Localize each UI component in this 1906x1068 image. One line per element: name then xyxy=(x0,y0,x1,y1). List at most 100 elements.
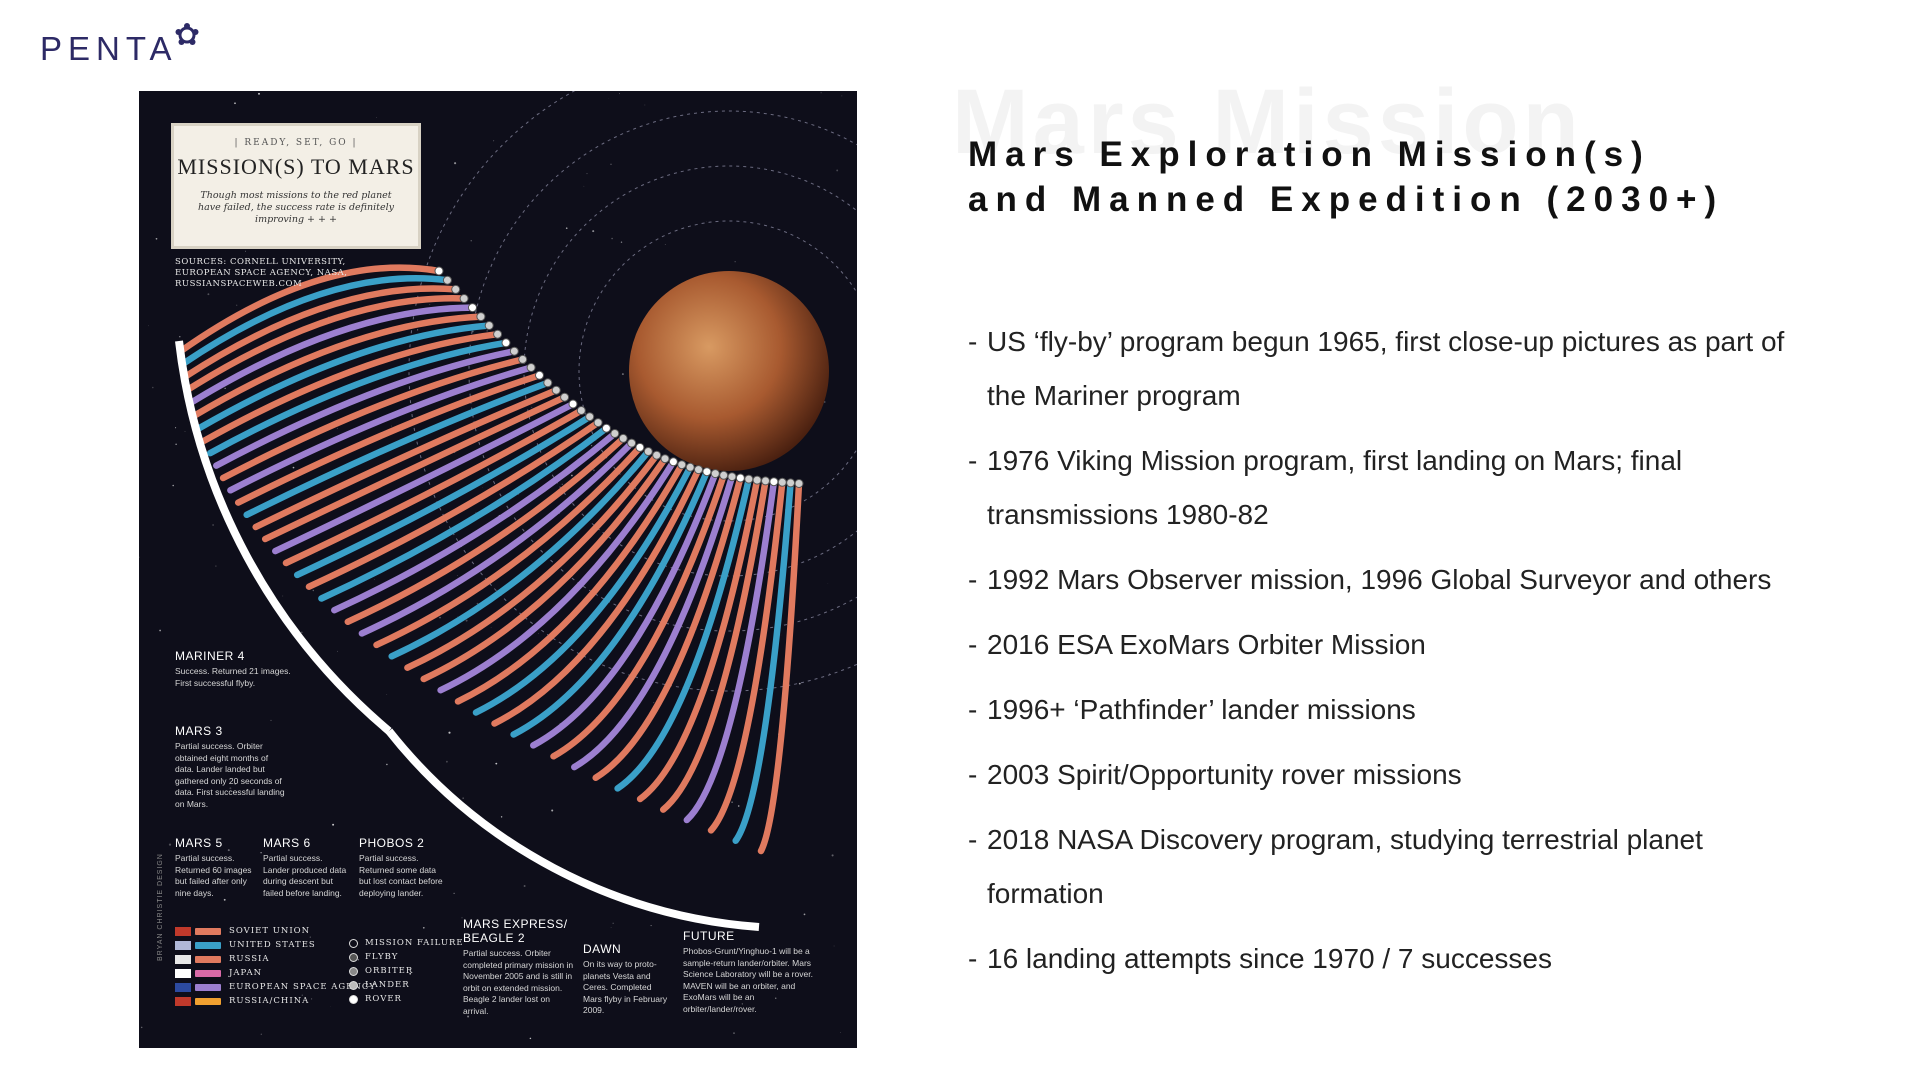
mission-end-dot xyxy=(526,363,536,372)
star xyxy=(234,783,236,785)
star xyxy=(219,404,221,406)
star xyxy=(803,913,806,916)
slide-title-line-1: Mars Exploration Mission(s) xyxy=(968,135,1651,174)
list-item: -2016 ESA ExoMars Orbiter Mission xyxy=(968,629,1426,660)
star xyxy=(500,816,503,818)
star xyxy=(733,1032,735,1034)
note-mars-5: MARS 5 Partial success. Returned 60 imag… xyxy=(175,836,252,898)
mission-end-dot xyxy=(761,476,770,486)
mission-end-dot xyxy=(568,399,578,409)
note-phobos-2: PHOBOS 2 Partial success. Returned some … xyxy=(359,836,443,898)
star xyxy=(490,627,492,628)
star xyxy=(529,1037,532,1040)
star xyxy=(301,994,303,996)
star xyxy=(551,809,554,812)
note-dawn: DAWN On its way to proto-planets Vesta a… xyxy=(583,942,668,1015)
penta-logo: PENTA xyxy=(40,22,200,65)
mission-track xyxy=(530,470,719,749)
star xyxy=(470,240,472,242)
star xyxy=(227,849,230,852)
star xyxy=(467,1015,470,1018)
mission-track xyxy=(550,472,727,760)
star xyxy=(731,801,733,803)
mission-track xyxy=(358,439,635,637)
title-kicker: | READY, SET, GO | xyxy=(234,138,358,148)
star xyxy=(312,589,315,592)
star xyxy=(362,872,364,874)
mission-track xyxy=(318,424,610,602)
star xyxy=(619,93,620,95)
star xyxy=(453,892,455,895)
mission-end-dot xyxy=(551,385,561,395)
star xyxy=(621,373,624,376)
mission-track xyxy=(659,477,769,813)
mission-track xyxy=(437,458,677,694)
mission-end-dot xyxy=(694,465,703,475)
star xyxy=(148,325,150,327)
star xyxy=(565,227,568,230)
star xyxy=(456,575,458,576)
legend-item: SOVIET UNION xyxy=(175,924,376,938)
star xyxy=(309,936,311,938)
star xyxy=(446,760,448,763)
mission-track xyxy=(213,347,518,469)
star xyxy=(523,885,526,887)
mission-end-dot xyxy=(635,442,645,452)
star xyxy=(224,387,226,389)
mars-missions-infographic: | READY, SET, GO | MISSION(S) TO MARS Th… xyxy=(139,91,857,1048)
mission-track xyxy=(177,264,443,355)
mission-end-dot xyxy=(560,392,570,402)
mission-end-dot xyxy=(794,479,804,488)
star xyxy=(780,634,782,636)
mission-end-dot xyxy=(685,462,695,472)
mission-track xyxy=(331,430,619,614)
star xyxy=(840,1031,841,1033)
mission-track xyxy=(510,468,711,738)
star xyxy=(234,102,236,105)
mission-end-dot xyxy=(484,321,494,330)
mission-end-dot xyxy=(451,284,461,294)
mission-track xyxy=(388,448,652,660)
slide-title-line-2: and Manned Expedition (2030+) xyxy=(968,180,1725,219)
star xyxy=(531,406,533,408)
star xyxy=(386,763,388,766)
mission-end-dot xyxy=(585,412,595,422)
note-mars-3: MARS 3 Partial success. Orbiter obtained… xyxy=(175,724,285,809)
list-item: -1992 Mars Observer mission, 1996 Global… xyxy=(968,564,1772,595)
star xyxy=(734,261,736,263)
mission-track xyxy=(454,461,686,705)
note-future: FUTURE Phobos-Grunt/Yinghuo-1 will be a … xyxy=(683,929,813,1014)
mission-track xyxy=(272,400,577,555)
star xyxy=(159,629,161,632)
star xyxy=(172,484,175,487)
mission-end-dot xyxy=(677,460,687,470)
star xyxy=(653,702,655,704)
legend-item: RUSSIA xyxy=(175,952,376,966)
star xyxy=(301,631,303,634)
legend-type-item: ORBITER xyxy=(349,964,464,978)
star xyxy=(824,401,826,403)
star xyxy=(376,117,377,118)
mission-track xyxy=(757,480,803,855)
star xyxy=(332,823,335,826)
star xyxy=(741,1003,743,1005)
mission-arcs-graphic xyxy=(139,91,857,1047)
star xyxy=(715,485,716,486)
list-item: - US ‘fly-by’ program begun 1965, first c… xyxy=(968,326,1785,411)
star xyxy=(454,162,457,165)
mission-track xyxy=(636,476,761,803)
mission-end-dot xyxy=(601,423,611,433)
star xyxy=(212,524,214,526)
star xyxy=(184,430,186,432)
mission-end-dot xyxy=(543,378,553,388)
list-item: -2018 NASA Discovery program, studying t… xyxy=(968,824,1703,909)
star xyxy=(386,694,388,695)
star xyxy=(592,469,595,472)
mission-track xyxy=(261,393,568,543)
mission-end-dot xyxy=(627,438,637,448)
star xyxy=(706,221,707,223)
star xyxy=(591,445,593,447)
mission-track xyxy=(592,474,744,782)
mission-track xyxy=(181,285,459,381)
star xyxy=(260,851,262,854)
